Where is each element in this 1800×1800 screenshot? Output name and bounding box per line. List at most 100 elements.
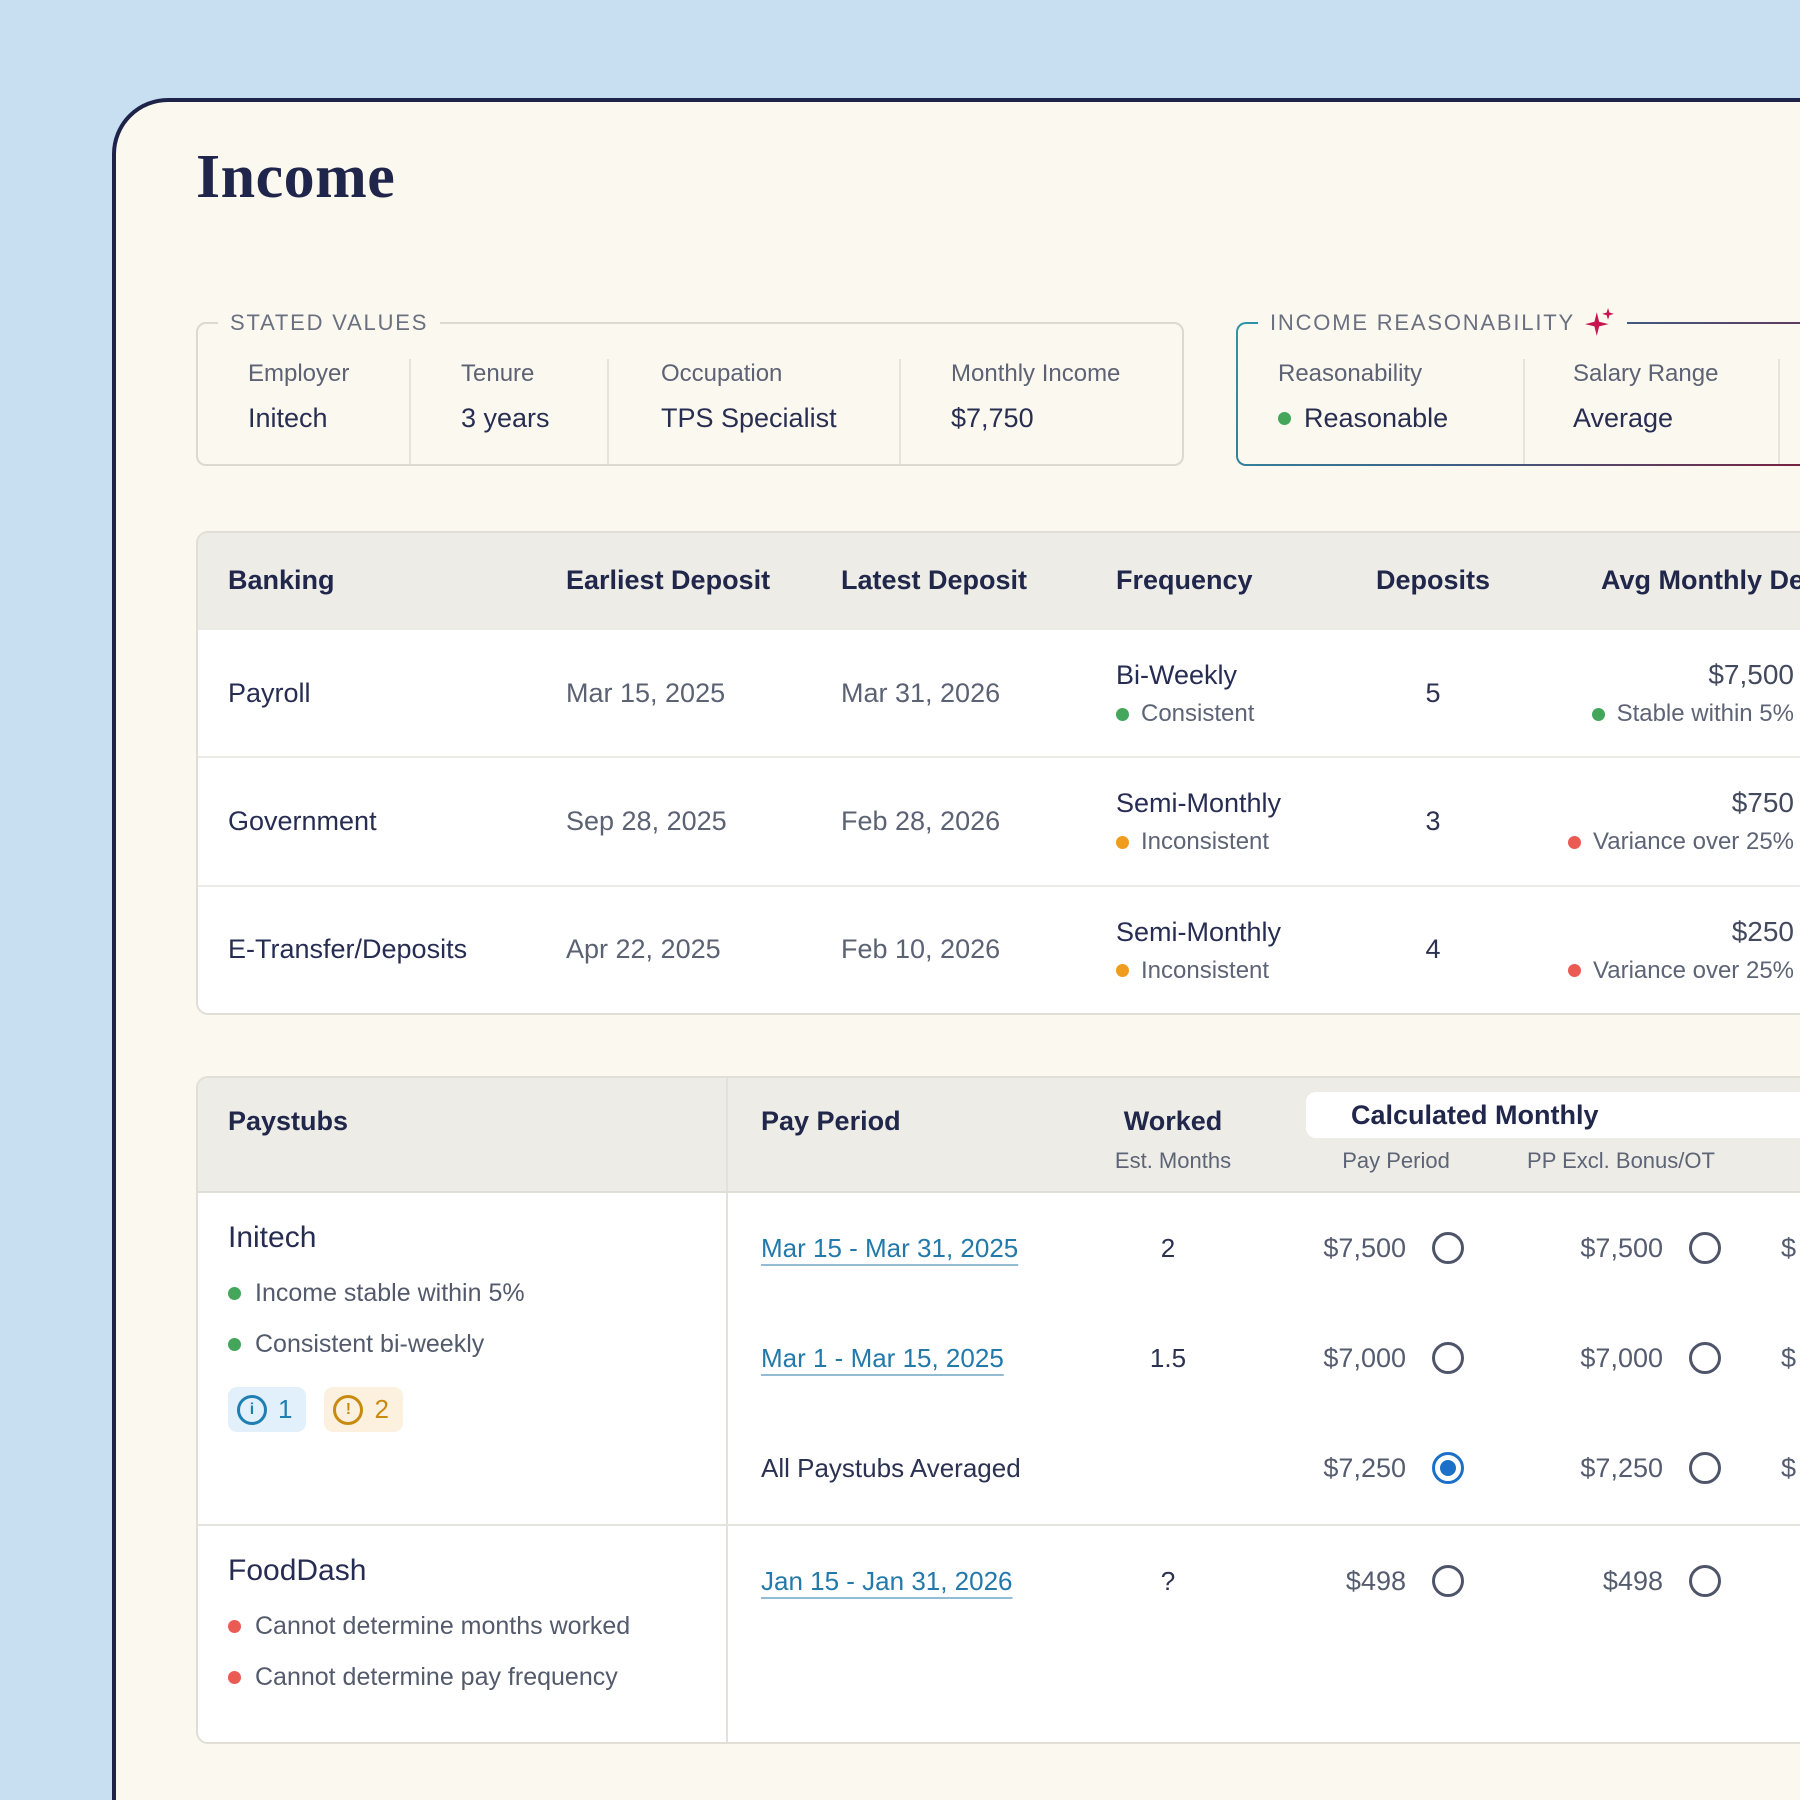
pp-excl-radio[interactable] [1689, 1342, 1721, 1374]
column-header-frequency: Frequency [1116, 565, 1253, 595]
clipped-amount: $ [1781, 1232, 1797, 1263]
avg-status-text: Variance over 25% [1593, 956, 1794, 984]
frequency-status-text: Inconsistent [1141, 956, 1270, 984]
pay-period-rows: Jan 15 - Jan 31, 2026 ? $498 $498 [728, 1526, 1800, 1742]
column-header-avg-monthly-deposit: Avg Monthly Deposit [1601, 565, 1800, 595]
pay-period-radio[interactable] [1432, 1565, 1464, 1597]
earliest-deposit-value: Apr 22, 2025 [566, 934, 721, 965]
avg-amount: $750 [1731, 787, 1794, 819]
status-dot-red [228, 1671, 241, 1684]
pay-period-link[interactable]: Mar 1 - Mar 15, 2025 [761, 1342, 1004, 1373]
avg-status: Variance over 25% [1508, 828, 1794, 856]
deposits-count: 3 [1425, 805, 1441, 836]
subheader-pp-excl-bonus-ot: PP Excl. Bonus/OT [1527, 1148, 1715, 1173]
frequency-status-text: Consistent [1141, 700, 1255, 728]
status-dot-green [1591, 707, 1605, 721]
avg-amount: $250 [1731, 915, 1794, 947]
table-row-payroll: Payroll Mar 15, 2025 Mar 31, 2026 Bi-Wee… [198, 628, 1800, 756]
field-monthly-income: Monthly Income $7,750 [899, 359, 1182, 464]
field-occupation: Occupation TPS Specialist [607, 359, 899, 464]
pay-period-row: Jan 15 - Jan 31, 2026 ? $498 $498 [728, 1526, 1800, 1636]
amount-value: $498 [1602, 1565, 1663, 1596]
status-dot-orange [1116, 964, 1129, 978]
subheader-pay-period: Pay Period [1342, 1148, 1450, 1173]
amount-value: $7,250 [1580, 1452, 1663, 1483]
employer-cell: FoodDash Cannot determine months worked … [198, 1526, 728, 1742]
pp-excl-amount-cell: $7,000 [1518, 1342, 1773, 1374]
field-employer: Employer Initech [198, 359, 409, 464]
paystubs-table-header: Paystubs Pay Period Worked Calculated Mo… [198, 1078, 1800, 1193]
column-header-calculated-monthly: Calculated Monthly [1351, 1099, 1599, 1130]
column-header-latest-deposit: Latest Deposit [841, 565, 1028, 595]
employer-note: Cannot determine months worked [228, 1612, 726, 1641]
column-header-paystubs: Paystubs [228, 1106, 349, 1136]
employer-note: Cannot determine pay frequency [228, 1663, 726, 1692]
avg-monthly-deposit-cell: $250 Variance over 25% [1508, 915, 1800, 985]
info-count-badge[interactable]: i 1 [228, 1387, 307, 1432]
pay-period-cell: Mar 1 - Mar 15, 2025 [728, 1343, 1088, 1374]
banking-table-header: Banking Earliest Deposit Latest Deposit … [198, 533, 1800, 628]
amount-value: $498 [1345, 1565, 1406, 1596]
stated-values-legend: STATED VALUES [218, 308, 441, 338]
page-title: Income [196, 143, 396, 211]
pay-period-radio[interactable] [1432, 1232, 1464, 1264]
pp-excl-radio[interactable] [1689, 1452, 1721, 1484]
field-value: Reasonable [1278, 401, 1523, 435]
amount-value: $7,500 [1323, 1232, 1406, 1263]
frequency-value: Semi-Monthly [1116, 916, 1282, 947]
info-count: 1 [278, 1394, 293, 1424]
warning-count-badge[interactable]: ! 2 [324, 1387, 403, 1432]
field-label: Salary Range [1573, 360, 1719, 387]
status-dot-green [1116, 707, 1129, 721]
pay-period-amount-cell: $7,000 [1248, 1342, 1518, 1374]
frequency-value: Semi-Monthly [1116, 788, 1282, 819]
worked-months-value: 1.5 [1149, 1342, 1187, 1373]
clipped-amount: $ [1781, 1452, 1797, 1483]
paystub-group-initech: Initech Income stable within 5% Consiste… [198, 1193, 1800, 1524]
latest-deposit-value: Feb 10, 2026 [841, 934, 1001, 965]
pp-excl-radio[interactable] [1689, 1565, 1721, 1597]
pay-period-amount-cell: $498 [1248, 1565, 1518, 1597]
income-reasonability-legend: INCOME REASONABILITY [1258, 308, 1627, 338]
pp-excl-amount-cell: $7,500 [1518, 1232, 1773, 1264]
frequency-value: Bi-Weekly [1116, 660, 1238, 691]
earliest-deposit-value: Sep 28, 2025 [566, 805, 727, 836]
field-clipped [1778, 359, 1800, 464]
pay-period-link[interactable]: Jan 15 - Jan 31, 2026 [761, 1565, 1013, 1596]
status-dot-red [228, 1620, 241, 1633]
pay-period-radio-selected[interactable] [1432, 1452, 1464, 1484]
column-header-deposits: Deposits [1375, 565, 1491, 595]
earliest-deposit-value: Mar 15, 2025 [566, 677, 726, 708]
avg-status: Variance over 25% [1508, 957, 1794, 985]
pay-period-row: Mar 15 - Mar 31, 2025 2 $7,500 $7,500 $ [728, 1193, 1800, 1303]
info-icon: i [237, 1394, 267, 1425]
field-label: Reasonability [1278, 360, 1423, 387]
field-value: Average [1573, 403, 1674, 433]
warning-count: 2 [374, 1394, 389, 1424]
frequency-status: Inconsistent [1116, 957, 1358, 985]
worked-months-value: 2 [1160, 1232, 1176, 1263]
paystubs-table: Paystubs Pay Period Worked Calculated Mo… [196, 1076, 1800, 1744]
frequency-cell: Semi-Monthly Inconsistent [1088, 915, 1358, 985]
field-label: Occupation [661, 360, 783, 387]
income-card: Income STATED VALUES Employer Initech Te… [112, 98, 1800, 1800]
field-label: Employer [248, 360, 350, 387]
row-label: E-Transfer/Deposits [228, 934, 468, 965]
employer-note-text: Cannot determine pay frequency [255, 1663, 618, 1691]
pay-period-link[interactable]: Mar 15 - Mar 31, 2025 [761, 1232, 1019, 1263]
deposits-count: 4 [1425, 934, 1441, 965]
pay-period-cell: Jan 15 - Jan 31, 2026 [728, 1566, 1088, 1597]
pp-excl-radio[interactable] [1689, 1232, 1721, 1264]
field-value: 3 years [461, 403, 550, 433]
field-value: $7,750 [951, 403, 1034, 433]
column-header-worked: Worked [1123, 1106, 1223, 1136]
status-dot-green [228, 1287, 241, 1300]
pay-period-amount-cell: $7,250 [1248, 1452, 1518, 1484]
status-dot-orange [1116, 835, 1129, 849]
field-value: Initech [248, 403, 328, 433]
frequency-cell: Bi-Weekly Consistent [1088, 658, 1358, 728]
field-tenure: Tenure 3 years [409, 359, 607, 464]
all-paystubs-averaged-label: All Paystubs Averaged [761, 1452, 1021, 1483]
pay-period-radio[interactable] [1432, 1342, 1464, 1374]
